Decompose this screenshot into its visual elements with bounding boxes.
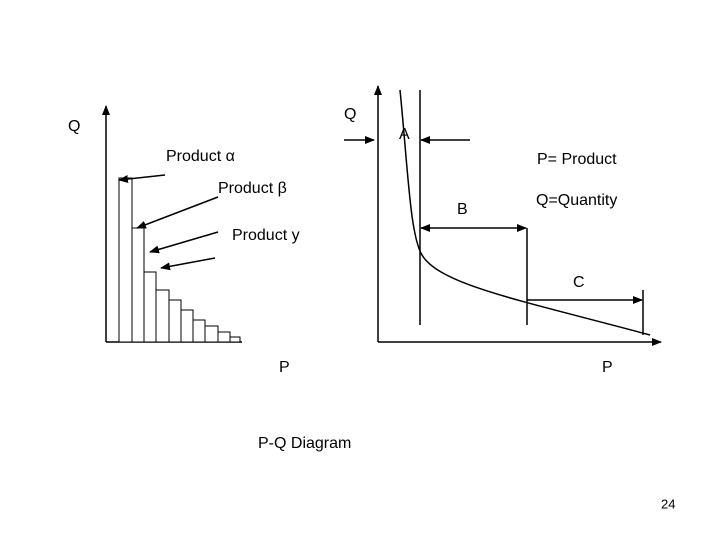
right-axes bbox=[374, 85, 662, 346]
x-axis-label: P bbox=[279, 359, 290, 376]
curve bbox=[399, 89, 651, 336]
left-arrows bbox=[118, 174, 219, 271]
x-axis-label: P bbox=[602, 359, 613, 376]
arrow-label: Q bbox=[344, 106, 356, 123]
product-label: Product α bbox=[166, 148, 235, 165]
legend-text: P= Product bbox=[537, 151, 617, 168]
right-markers bbox=[419, 90, 644, 335]
annotation: B bbox=[457, 201, 468, 218]
left-bars bbox=[118, 177, 241, 343]
legend-text: Q=Quantity bbox=[536, 192, 617, 209]
product-label: Product y bbox=[232, 227, 300, 244]
page-number: 24 bbox=[661, 496, 675, 511]
product-label: Product β bbox=[218, 180, 287, 197]
annotation: A bbox=[399, 126, 410, 143]
y-axis-label: Q bbox=[68, 118, 80, 135]
annotation: C bbox=[573, 274, 585, 291]
caption: P-Q Diagram bbox=[258, 435, 351, 452]
